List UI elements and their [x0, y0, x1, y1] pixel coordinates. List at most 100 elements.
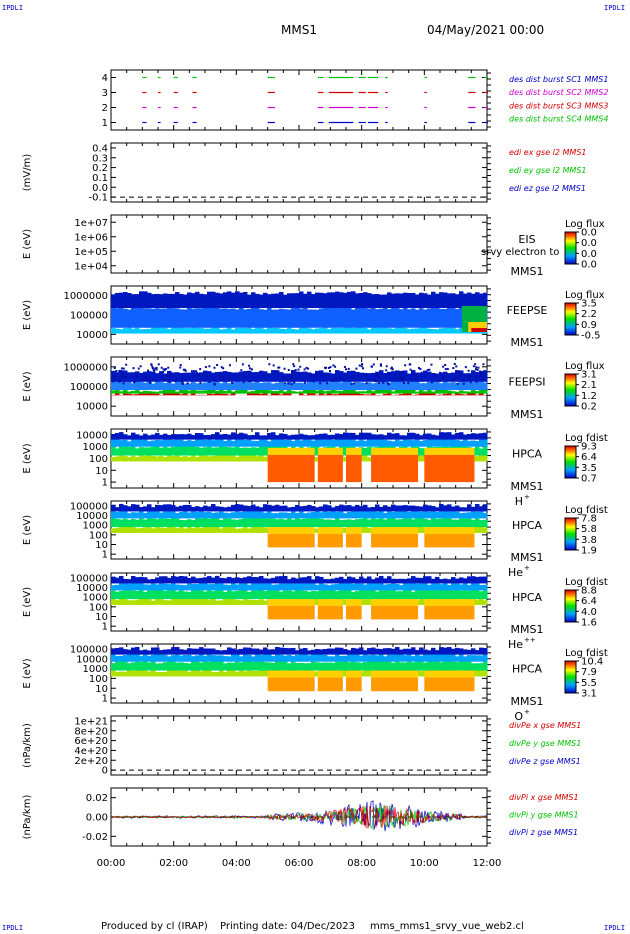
spectrogram-cell [267, 326, 272, 334]
spectrogram-cell [443, 510, 448, 519]
colorbar-title: Log fdist [565, 505, 608, 516]
spectrogram-cell [199, 437, 204, 447]
spectrogram-cell [183, 654, 188, 662]
spectrogram-cell [303, 383, 308, 391]
spectrogram-cell [151, 383, 156, 391]
spectrogram-cell [223, 578, 228, 584]
spectrogram-cell [347, 505, 352, 512]
feepsi-speckle [273, 371, 276, 374]
spectrogram-cell [451, 306, 456, 328]
spectrogram-cell [407, 512, 412, 519]
spectrogram-cell [211, 672, 216, 677]
spectrogram-cell [383, 435, 388, 440]
spectrogram-cell [479, 584, 484, 591]
spectrogram-cell [391, 391, 396, 394]
spectrogram-cell [155, 598, 160, 605]
spectrogram-cell [307, 309, 312, 328]
spectrogram-cell [223, 440, 228, 447]
spectrogram-cell [131, 662, 136, 671]
spectrogram-cell [111, 516, 116, 528]
spectrogram-cell [471, 393, 476, 396]
spectrogram-cell [199, 447, 204, 456]
spectrogram-cell [347, 326, 352, 334]
spectrogram-cell [187, 671, 192, 677]
spectrogram-cell [375, 519, 380, 528]
spectrogram-cell [275, 293, 280, 309]
spectrogram-cell [379, 576, 384, 584]
spectrogram-cell [359, 576, 364, 584]
spectrogram-cell [235, 519, 240, 528]
hpca-hot-region [346, 447, 362, 455]
spectrogram-cell [199, 653, 204, 662]
feepsi-speckle [467, 369, 470, 372]
spectrogram-cell [347, 662, 352, 671]
spectrogram-cell [407, 293, 412, 309]
spectrogram-cell [471, 370, 476, 382]
feepsi-speckle [345, 368, 348, 371]
spectrogram-cell [275, 382, 280, 391]
spectrogram-cell [483, 504, 488, 512]
spectrogram-cell [395, 370, 400, 382]
spectrogram-cell [335, 506, 340, 512]
spectrogram-cell [123, 439, 128, 447]
spectrogram-cell [459, 440, 464, 447]
spectrogram-cell [247, 380, 252, 391]
spectrogram-cell [227, 447, 232, 456]
spectrogram-cell [363, 383, 368, 391]
spectrogram-cell [351, 647, 356, 655]
spectrogram-cell [251, 307, 256, 328]
spectrogram-cell [467, 392, 472, 396]
spectrogram-cell [183, 294, 188, 309]
spectrogram-cell [191, 520, 196, 528]
spectrogram-cell [419, 590, 424, 600]
spectrogram-cell [471, 655, 476, 662]
spectrogram-cell [119, 519, 124, 528]
feepsi-speckle [199, 368, 202, 371]
spectrogram-cell [151, 589, 156, 600]
spectrogram-cell [191, 588, 196, 600]
spectrogram-cell [179, 381, 184, 391]
spectrogram-cell [111, 433, 116, 440]
spectrogram-cell [195, 308, 200, 328]
hpca-hot-region [424, 670, 475, 678]
spectrogram-cell [187, 663, 192, 671]
spectrogram-cell [251, 661, 256, 671]
spectrogram-cell [159, 672, 164, 677]
feepsi-speckle [373, 379, 376, 382]
feepsi-speckle [112, 374, 115, 377]
spectrogram-cell [171, 439, 176, 447]
spectrogram-cell [435, 583, 440, 591]
spectrogram-cell [111, 670, 116, 677]
spectrogram-cell [115, 292, 120, 309]
spectrogram-cell [119, 503, 124, 512]
spectrogram-cell [275, 439, 280, 447]
spectrogram-cell [147, 517, 152, 528]
spectrogram-cell [131, 390, 136, 394]
spectrogram-cell [119, 576, 124, 584]
spectrogram-cell [283, 309, 288, 328]
spectrogram-cell [235, 504, 240, 512]
spectrogram-cell [267, 653, 272, 662]
spectrogram-cell [359, 655, 364, 662]
feepsi-speckle [219, 375, 222, 378]
spectrogram-cell [191, 511, 196, 519]
spectrogram-cell [191, 293, 196, 309]
spectrogram-cell [163, 504, 168, 512]
spectrogram-cell [411, 389, 416, 394]
spectrogram-cell [367, 329, 372, 334]
legend-entry: divPi z gse MMS1 [509, 828, 578, 837]
spectrogram-cell [335, 394, 340, 396]
spectrogram-cell [395, 578, 400, 584]
spectrogram-cell [215, 588, 220, 600]
feepsi-speckle [137, 367, 140, 370]
spectrogram-cell [223, 393, 228, 396]
spectrogram-cell [287, 517, 292, 528]
spectrogram-cell [459, 307, 464, 328]
y-tick-label: 0.02 [86, 793, 108, 804]
spectrogram-cell [355, 371, 360, 382]
colorbar-tick-label: 4.0 [581, 607, 597, 618]
spectrogram-cell [195, 327, 200, 334]
spectrogram-cell [311, 653, 316, 662]
spectrogram-cell [359, 662, 364, 671]
spectrogram-cell [151, 393, 156, 396]
